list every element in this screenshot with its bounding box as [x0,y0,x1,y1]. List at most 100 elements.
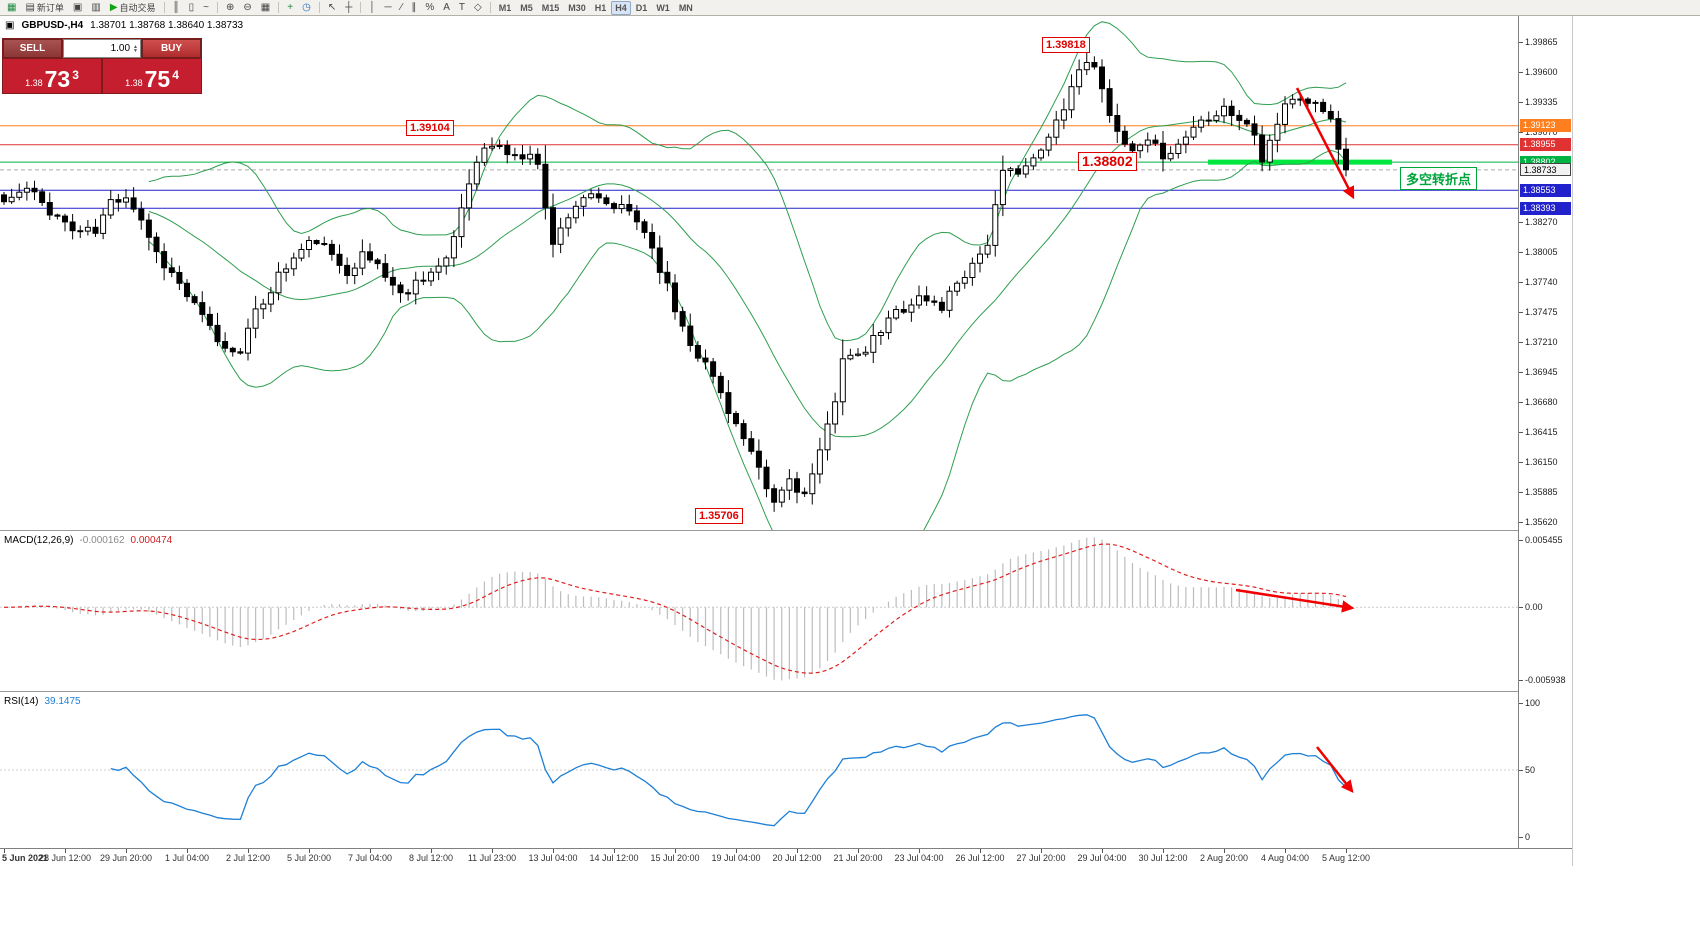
time-axis-label: 7 Jul 04:00 [347,853,393,863]
volume-spinner[interactable]: ▲ ▼ [133,43,138,54]
price-tick-mark [1519,462,1523,463]
timeframe-m30[interactable]: M30 [564,1,590,15]
timeframe-m30-label: M30 [568,2,586,13]
spinner-up-icon[interactable]: ▲ [133,43,138,50]
price-label[interactable]: 1.39104 [406,120,454,136]
new-chart-button-icon: ▦ [7,1,17,13]
timeframe-mn[interactable]: MN [675,1,697,15]
timeframe-m15[interactable]: M15 [538,1,564,15]
time-axis-label: 4 Aug 04:00 [1260,853,1310,863]
timeframe-d1[interactable]: D1 [632,1,652,15]
price-tick-mark [1519,312,1523,313]
tile-windows-button[interactable]: ▦ [257,1,274,15]
trendline-button[interactable]: ∕ [397,1,407,15]
timeframe-h1[interactable]: H1 [591,1,611,15]
sell-button[interactable]: SELL [3,39,62,58]
autotrading-button-label: 自动交易 [119,3,156,13]
horizontal-lines[interactable] [0,125,1518,209]
fibonacci-button-icon: % [425,1,435,13]
chart-title: ▣ GBPUSD-,H4 1.38701 1.38768 1.38640 1.3… [5,20,243,31]
channel-button[interactable]: ∥ [407,1,420,15]
timeframe-m5-label: M5 [520,2,533,13]
price-axis-tick: 1.35620 [1525,517,1558,527]
time-tick-mark [65,849,66,853]
candlestick-chart-button[interactable]: ▯ [185,1,199,15]
timeframe-m1[interactable]: M1 [495,1,516,15]
chart-windows-button-icon: ▣ [72,1,83,13]
buy-button[interactable]: BUY [142,39,201,58]
time-axis-label: 29 Jul 04:00 [1077,853,1127,863]
turning-point-annotation[interactable]: 多空转折点 [1400,167,1478,190]
panel-separator[interactable] [0,691,1572,692]
price-axis-tick: 1.37210 [1525,337,1558,347]
time-tick-mark [126,849,127,853]
buy-price-prefix: 1.38 [125,78,143,88]
profiles-button-icon: ▥ [91,1,101,13]
zoom-out-button[interactable]: ⊖ [239,1,255,15]
main-chart-canvas[interactable] [0,16,1518,530]
price-axis[interactable]: 1.39865 1.39600 1.39335 1.39070 1.38270 1.380… [1518,16,1572,848]
periods-button[interactable]: ◷ [298,1,315,15]
fibonacci-button[interactable]: % [421,1,438,15]
price-axis-tick: 1.39865 [1525,37,1558,47]
buy-price[interactable]: 1.38 75 4 [103,59,201,93]
timeframe-d1-label: D1 [635,2,648,13]
one-click-trading-panel[interactable]: SELL 1.00 ▲ ▼ BUY 1.38 73 3 1.38 75 4 [2,38,202,94]
price-label[interactable]: 1.39818 [1042,37,1090,53]
price-tag: 1.38733 [1520,163,1571,176]
main-toolbar: ▦ ▤ 新订单 ▣ ▥ ▶ 自动交易 ║ ▯ ~ ⊕ ⊖ ▦ + ◷ ↖ ┼ │ ─ ∕ ∥% A T ◇ M1 M5 M15 M30… [0,0,1700,16]
panel-separator[interactable] [0,530,1572,531]
text-button[interactable]: A [439,1,454,15]
timeframe-m5[interactable]: M5 [516,1,537,15]
time-axis-label: 14 Jul 12:00 [589,853,639,863]
price-label[interactable]: 1.35706 [695,508,743,524]
timeframe-h4[interactable]: H4 [611,0,631,15]
spinner-down-icon[interactable]: ▼ [133,47,138,54]
volume-input[interactable]: 1.00 ▲ ▼ [63,39,141,58]
time-axis[interactable]: 5 Jun 2021 28 Jun 12:00 29 Jun 20:00 1 Jul … [0,848,1572,866]
time-axis-label: 19 Jul 04:00 [711,853,761,863]
autotrading-button[interactable]: ▶ 自动交易 [106,1,160,15]
time-tick-mark [431,849,432,853]
bar-chart-button[interactable]: ║ [169,1,184,15]
price-axis-tick: 1.39070 [1525,127,1558,137]
hline-button[interactable]: ─ [381,1,396,15]
new-chart-button[interactable]: ▦ [3,1,20,15]
time-tick-mark [980,849,981,853]
price-tick-mark [1519,342,1523,343]
time-tick-mark [187,849,188,853]
cursor-button[interactable]: ↖ [324,1,340,15]
profiles-button[interactable]: ▥ [87,1,104,15]
time-axis-label: 20 Jul 12:00 [772,853,822,863]
price-tick-mark [1519,432,1523,433]
time-tick-mark [492,849,493,853]
sell-price[interactable]: 1.38 73 3 [3,59,101,93]
rsi-panel-canvas[interactable] [0,692,1518,848]
crosshair-button[interactable]: ┼ [341,1,356,15]
timeframe-h4-label: H4 [615,2,627,13]
text-label-button[interactable]: T [455,1,469,15]
add-indicator-button[interactable]: + [283,1,297,15]
new-order-button[interactable]: ▤ 新订单 [21,1,67,15]
timeframe-w1-label: W1 [656,2,670,13]
time-axis-label: 11 Jul 23:00 [467,853,517,863]
arrows-button[interactable]: ◇ [470,1,486,15]
new-order-button-icon: ▤ [25,1,35,13]
candlestick-series [1,47,1349,512]
vline-button[interactable]: │ [365,1,379,15]
macd-panel-canvas[interactable] [0,531,1518,691]
time-tick-mark [614,849,615,853]
timeframe-w1[interactable]: W1 [652,1,674,15]
line-chart-button[interactable]: ~ [199,1,213,15]
macd-tick-mark [1519,540,1523,541]
price-label[interactable]: 1.38802 [1078,152,1137,171]
rsi-tick-mark [1519,837,1523,838]
time-tick-mark [1102,849,1103,853]
sell-price-prefix: 1.38 [25,78,43,88]
line-chart-button-icon: ~ [203,1,209,13]
candlestick-chart-button-icon: ▯ [188,1,195,13]
zoom-in-button[interactable]: ⊕ [222,1,238,15]
time-tick-mark [919,849,920,853]
chart-windows-button[interactable]: ▣ [69,1,86,15]
price-tick-mark [1519,282,1523,283]
